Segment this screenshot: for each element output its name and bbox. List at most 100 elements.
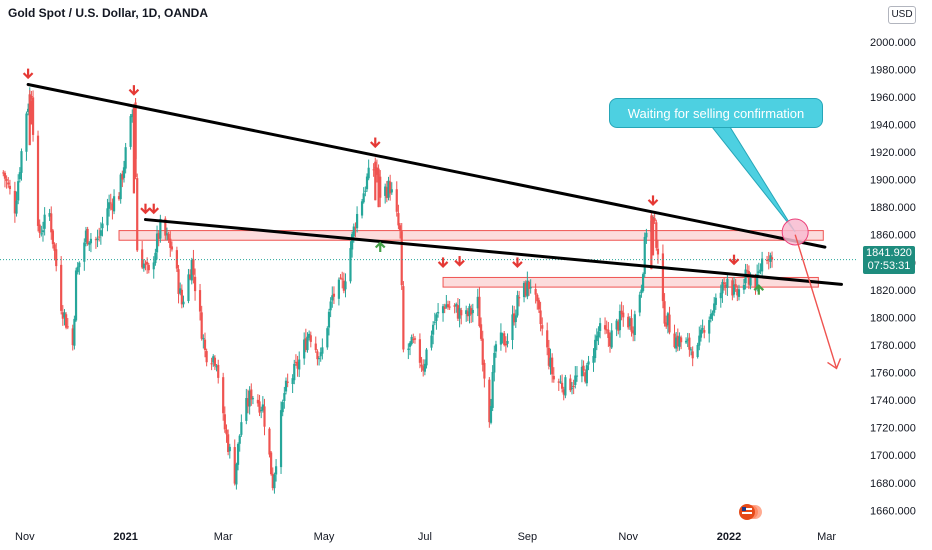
candle-body <box>529 287 532 289</box>
candle-body <box>235 464 238 485</box>
candle-body <box>708 320 711 334</box>
candle-body <box>630 318 633 332</box>
candle-body <box>344 281 347 290</box>
candle-body <box>460 310 463 316</box>
candle-body <box>222 377 225 414</box>
candle-body <box>632 330 635 334</box>
candle-body <box>349 248 352 282</box>
candle-body <box>111 203 114 210</box>
candle-body <box>594 339 597 359</box>
candle-body <box>96 238 99 241</box>
candle-body <box>108 202 111 209</box>
candle-body <box>379 176 382 198</box>
candle-body <box>306 336 309 351</box>
candle-body <box>757 271 760 273</box>
candle-body <box>236 443 240 465</box>
arrow-down-icon <box>148 203 160 215</box>
candle-body <box>355 213 359 229</box>
candle-body <box>86 228 89 244</box>
candle-body <box>169 238 172 248</box>
candle-body <box>351 234 354 250</box>
candle-body <box>377 168 380 208</box>
candle-body <box>286 381 289 383</box>
x-tick-label: Jul <box>418 531 432 543</box>
candle-body <box>326 328 329 348</box>
currency-button[interactable]: USD <box>888 6 916 24</box>
candle-body <box>517 297 521 299</box>
x-tick-label: 2021 <box>113 531 137 543</box>
candle-body <box>167 233 170 241</box>
candle-body <box>270 452 273 475</box>
candle-body <box>397 213 400 226</box>
annotation-callout[interactable]: Waiting for selling confirmation <box>609 98 823 128</box>
candle-body <box>562 389 565 395</box>
candle-body <box>570 387 574 389</box>
candle-body <box>283 393 286 401</box>
candle-body <box>61 312 64 319</box>
candle-body <box>494 344 498 352</box>
current-price-label: 1841.920 07:53:31 <box>863 246 915 274</box>
candle-body <box>240 422 243 435</box>
candle-body <box>65 314 68 328</box>
candle-body <box>456 305 460 319</box>
candle-body <box>465 310 468 314</box>
candle-body <box>293 363 296 381</box>
supply-zones <box>118 230 824 288</box>
candle-body <box>661 253 665 302</box>
y-tick-label: 2000.000 <box>870 37 916 49</box>
candle-body <box>341 278 344 280</box>
candle-body <box>605 329 608 331</box>
candle-body <box>146 261 149 265</box>
candle-body <box>132 107 136 194</box>
arrow-down-icon <box>728 254 740 266</box>
candle-body <box>20 151 23 173</box>
candle-body <box>410 336 413 345</box>
candle-body <box>640 289 643 294</box>
candle-body <box>316 351 319 360</box>
candle-body <box>746 270 749 272</box>
candle-body <box>193 276 197 292</box>
candle-body <box>539 310 542 325</box>
candle-body <box>179 288 182 294</box>
candle-body <box>99 230 102 236</box>
candle-body <box>38 224 41 233</box>
candle-body <box>112 196 116 212</box>
candle-body <box>441 306 445 314</box>
candle-body <box>298 359 301 370</box>
candle-body <box>506 340 509 344</box>
candle-body <box>527 281 531 289</box>
candle-body <box>559 381 562 383</box>
candle-body <box>713 303 716 313</box>
candle-body <box>418 339 422 363</box>
x-tick-label: May <box>314 531 335 543</box>
candle-body <box>522 282 526 298</box>
candle-body <box>109 202 112 204</box>
candle-body <box>309 335 312 342</box>
candle-body <box>770 257 774 260</box>
candle-body <box>190 259 193 281</box>
candle-body <box>339 277 342 279</box>
candle-body <box>233 447 236 484</box>
candle-body <box>633 314 636 336</box>
candle-body <box>213 357 217 366</box>
price-axis[interactable]: 2000.000 1980.000 1960.000 1940.000 1920.000… <box>870 37 916 518</box>
candle-body <box>668 314 671 333</box>
candle-body <box>673 333 676 348</box>
candle-body <box>261 404 264 411</box>
arrow-down-icon <box>22 68 34 80</box>
y-tick-label: 1700.000 <box>870 450 916 462</box>
candle-body <box>279 410 283 468</box>
candle-body <box>141 249 144 268</box>
candle-body <box>689 349 693 351</box>
candle-body <box>281 402 284 413</box>
candle-body <box>699 329 703 338</box>
candle-body <box>121 173 124 180</box>
candle-body <box>443 306 446 309</box>
candle-body <box>303 339 306 359</box>
candle-body <box>3 172 7 179</box>
candle-body <box>332 293 336 297</box>
time-axis[interactable]: Nov 2021 Mar May Jul Sep Nov 2022 Mar <box>15 531 836 543</box>
candle-body <box>144 263 147 265</box>
candle-body <box>468 306 471 316</box>
